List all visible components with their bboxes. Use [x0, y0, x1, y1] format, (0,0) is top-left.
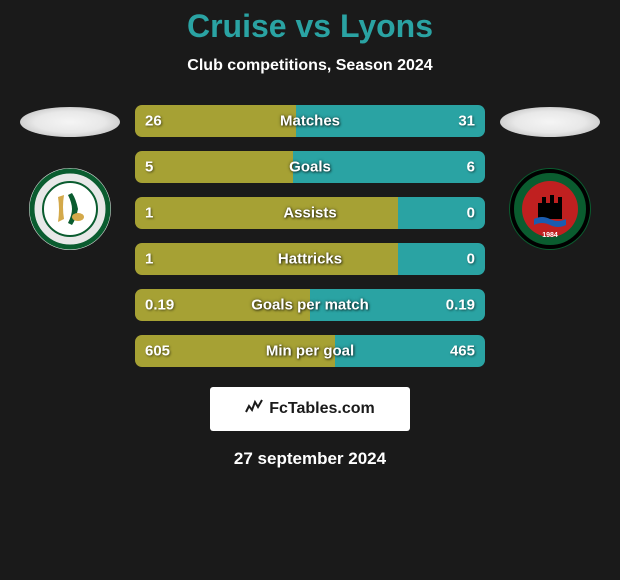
stat-label: Assists: [283, 205, 336, 222]
svg-text:1984: 1984: [542, 232, 558, 239]
stat-row: 1 0 Assists: [135, 197, 485, 229]
stat-bar-left: [135, 151, 293, 183]
vs-text: vs: [295, 8, 331, 44]
stat-value-right: 31: [458, 113, 475, 130]
stat-value-right: 0.19: [446, 297, 475, 314]
stat-value-left: 1: [145, 205, 153, 222]
subtitle: Club competitions, Season 2024: [0, 57, 620, 75]
stat-label: Matches: [280, 113, 340, 130]
stat-row: 605 465 Min per goal: [135, 335, 485, 367]
stat-row: 0.19 0.19 Goals per match: [135, 289, 485, 321]
left-side: [15, 105, 125, 251]
stat-value-left: 605: [145, 343, 170, 360]
main-content: 26 31 Matches 5 6 Goals 1 0 Assists 1 0 Hattricks 0.…: [0, 105, 620, 367]
stat-label: Min per goal: [266, 343, 354, 360]
stat-bar-left: [135, 197, 398, 229]
stat-value-right: 6: [467, 159, 475, 176]
stat-value-right: 0: [467, 251, 475, 268]
cork-city-crest-icon: 1984: [508, 167, 592, 251]
stat-row: 1 0 Hattricks: [135, 243, 485, 275]
player1-photo-placeholder: [20, 107, 120, 137]
player2-name: Lyons: [340, 8, 433, 44]
stat-label: Goals: [289, 159, 331, 176]
footer-brand-text: FcTables.com: [269, 400, 375, 418]
player1-club-badge: [28, 167, 112, 251]
stat-value-left: 1: [145, 251, 153, 268]
player2-photo-placeholder: [500, 107, 600, 137]
date-text: 27 september 2024: [0, 449, 620, 469]
stat-row: 26 31 Matches: [135, 105, 485, 137]
stat-value-right: 465: [450, 343, 475, 360]
stat-value-left: 5: [145, 159, 153, 176]
stat-label: Hattricks: [278, 251, 342, 268]
soccer-ball-icon: [245, 398, 263, 421]
player1-name: Cruise: [187, 8, 287, 44]
footer-brand: FcTables.com: [210, 387, 410, 431]
player2-club-badge: 1984: [508, 167, 592, 251]
bray-wanderers-crest-icon: [28, 167, 112, 251]
page-title: Cruise vs Lyons: [0, 8, 620, 45]
right-side: 1984: [495, 105, 605, 251]
stat-value-left: 26: [145, 113, 162, 130]
stats-bars: 26 31 Matches 5 6 Goals 1 0 Assists 1 0 Hattricks 0.…: [135, 105, 485, 367]
infographic-container: Cruise vs Lyons Club competitions, Seaso…: [0, 0, 620, 469]
stat-bar-left: [135, 243, 398, 275]
stat-row: 5 6 Goals: [135, 151, 485, 183]
stat-label: Goals per match: [251, 297, 369, 314]
stat-value-left: 0.19: [145, 297, 174, 314]
stat-value-right: 0: [467, 205, 475, 222]
